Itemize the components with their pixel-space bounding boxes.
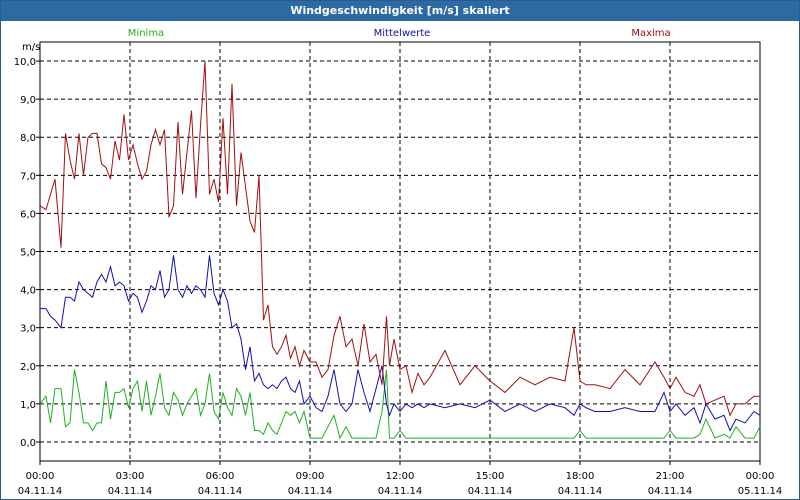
- x-tick-time: 06:00: [206, 471, 235, 482]
- y-tick-label: 1,0: [20, 400, 36, 411]
- chart-title: Windgeschwindigkeit [m/s] skaliert: [1, 1, 799, 21]
- x-tick-date: 04.11.14: [288, 486, 333, 497]
- x-axis-ticks: 00:00 04.11.14 03:00 04.11.14 06:00 04.11.14 0…: [18, 461, 783, 497]
- y-tick-label: 0,0: [20, 438, 36, 449]
- x-tick-date: 04.11.14: [378, 486, 423, 497]
- y-tick-label: 2,0: [20, 362, 36, 373]
- y-axis-label: m/s: [22, 42, 40, 53]
- legend-max: Maxima: [631, 28, 670, 39]
- series-line-max: [39, 60, 760, 417]
- x-tick-date: 04.11.14: [198, 486, 243, 497]
- y-tick-label: 6,0: [20, 209, 36, 220]
- x-tick-date: 04.11.14: [18, 486, 63, 497]
- x-tick-time: 12:00: [386, 471, 415, 482]
- y-tick-label: 9,0: [20, 95, 36, 106]
- y-tick-label: 3,0: [20, 324, 36, 335]
- series-line-min: [39, 369, 761, 440]
- legend: Minima Mittelwerte Maxima: [128, 28, 671, 39]
- series-lines: [39, 60, 761, 440]
- x-tick-time: 09:00: [296, 471, 325, 482]
- x-tick-date: 04.11.14: [468, 486, 513, 497]
- x-tick-date: 05.11.14: [738, 486, 783, 497]
- x-tick-time: 21:00: [656, 471, 685, 482]
- x-tick-time: 18:00: [566, 471, 595, 482]
- y-tick-label: 8,0: [20, 133, 36, 144]
- y-tick-label: 10,0: [14, 57, 36, 68]
- x-tick-date: 04.11.14: [108, 486, 153, 497]
- y-tick-label: 4,0: [20, 286, 36, 297]
- x-tick-time: 03:00: [116, 471, 145, 482]
- y-axis-ticks: 0,0 1,0 2,0 3,0 4,0 5,0 6,0 7,0 8,0 9,0 10,0: [14, 57, 40, 449]
- legend-mean: Mittelwerte: [374, 28, 431, 39]
- grid-lines: [40, 42, 760, 461]
- x-tick-time: 15:00: [476, 471, 505, 482]
- legend-min: Minima: [128, 28, 164, 39]
- x-tick-time: 00:00: [746, 471, 775, 482]
- x-tick-date: 04.11.14: [648, 486, 693, 497]
- x-tick-date: 04.11.14: [558, 486, 603, 497]
- y-tick-label: 7,0: [20, 171, 36, 182]
- series-line-mean: [40, 255, 761, 432]
- y-tick-label: 5,0: [20, 248, 36, 259]
- x-tick-time: 00:00: [26, 471, 55, 482]
